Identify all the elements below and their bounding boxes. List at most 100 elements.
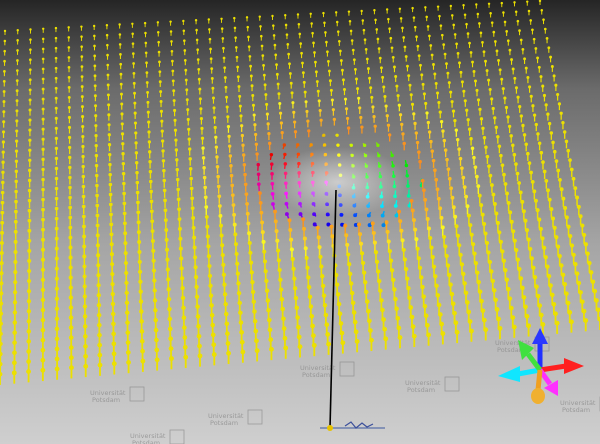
spin-arrow [335,133,339,137]
spin-arrow [518,190,523,201]
spin-arrow [16,29,19,35]
spin-arrow [386,239,391,251]
spin-arrow [478,22,481,28]
spin-arrow [232,212,237,223]
spin-arrow [388,27,391,34]
spin-arrow [219,223,223,234]
spin-arrow [177,217,182,228]
spin-arrow [182,19,185,25]
spin-arrow [218,213,223,224]
spin-arrow [293,120,297,129]
spin-arrow [27,208,32,219]
spin-arrow [393,65,396,73]
spin-arrow [554,83,558,92]
spin-arrow [54,36,58,43]
spin-arrow [219,233,224,244]
spin-arrow [537,141,542,151]
spin-arrow [365,57,369,65]
spin-arrow [26,298,32,311]
spin-arrow [81,204,86,215]
spin-arrow [121,142,125,151]
spin-arrow [223,76,227,83]
spin-arrow [212,106,216,114]
spin-arrow [569,319,574,333]
spin-arrow [13,270,18,281]
z-axis-arrowhead-icon [532,328,548,344]
spin-arrow [198,97,202,105]
spin-arrow [215,165,220,174]
svg-text:Universität: Universität [208,412,244,420]
spin-arrow [197,353,203,367]
spin-arrow [183,49,187,56]
spin-arrow [524,66,528,74]
spin-arrow [550,216,556,228]
spin-arrow [479,117,484,126]
spin-arrow [188,147,192,156]
spin-arrow [95,223,100,234]
spin-arrow [131,42,135,49]
spin-arrow [234,46,238,53]
svg-text:Universität: Universität [130,432,166,440]
spin-arrow [339,59,343,66]
spin-arrow [482,50,486,57]
spin-arrow [172,99,176,107]
skyrmion-core-glow [268,147,408,217]
spin-arrow [41,227,45,238]
spin-arrow [158,80,162,87]
spin-arrow [189,186,194,196]
spin-arrow [149,209,154,220]
spin-arrow [547,46,551,53]
spin-arrow [202,165,206,175]
spin-arrow [41,97,45,105]
spin-arrow [327,69,331,77]
spin-arrow [272,24,275,30]
spin-arrow [236,75,240,83]
spin-arrow [68,145,72,154]
spin-arrow [216,174,220,184]
spin-arrow [287,218,292,229]
spin-arrow [68,195,72,205]
spin-arrow [258,15,261,21]
spin-arrow [81,194,86,204]
axes-gizmo[interactable] [498,328,584,404]
spin-arrow [184,68,188,76]
spin-arrow [233,16,236,23]
spin-arrow [538,0,542,5]
spin-arrow [196,58,200,65]
spin-arrow [202,175,207,185]
spin-arrow [41,157,45,166]
spin-arrow [54,46,58,53]
spin-arrow [279,111,283,120]
spin-arrow [186,117,190,126]
spin-arrow [26,288,32,301]
spin-arrow [490,183,494,193]
spin-arrow [154,357,160,371]
spin-arrow [460,80,464,88]
spin-arrow [40,257,46,269]
spin-arrow [526,323,531,337]
spin-arrow [491,106,495,115]
spin-arrow [494,125,498,134]
spin-arrow [258,191,262,201]
spin-arrow [81,174,86,184]
spin-arrow [319,118,323,127]
spin-arrow [398,113,403,122]
spin-arrow [2,90,6,97]
spin-arrow [345,116,350,125]
spin-arrow [208,28,211,34]
spin-arrow [327,59,330,67]
spin-arrow [482,222,487,233]
spin-arrow [149,199,154,209]
spin-arrow [511,67,515,75]
svg-text:Universität: Universität [560,399,596,407]
spin-arrow [425,216,430,228]
spin-arrow [336,143,340,147]
spin-arrow [415,246,420,258]
spin-arrow [426,25,430,31]
spin-arrow [554,159,559,169]
spin-arrow [430,255,435,267]
spin-arrow [543,27,547,34]
spin-arrow [360,251,365,263]
spin-arrow [383,336,389,350]
spin-arrow [401,247,406,259]
